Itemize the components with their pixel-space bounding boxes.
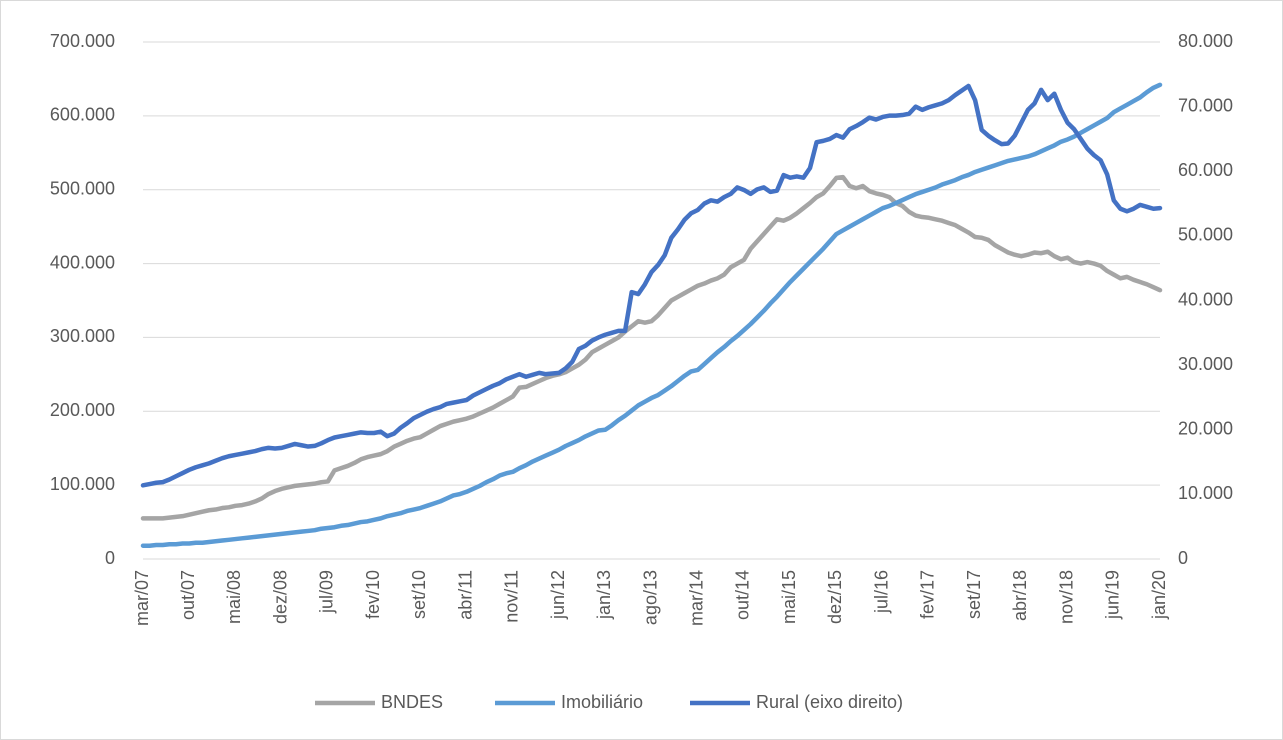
- y2-tick-label: 30.000: [1178, 354, 1233, 374]
- series-line: [140, 82, 1163, 548]
- x-tick-label: out/07: [178, 570, 198, 620]
- x-tick-label: nov/18: [1056, 570, 1076, 624]
- series-line: [140, 174, 1163, 521]
- x-tick-label: mai/15: [779, 570, 799, 624]
- y2-tick-label: 0: [1178, 548, 1188, 568]
- legend-label: BNDES: [381, 692, 443, 712]
- y-tick-label: 700.000: [50, 31, 115, 51]
- y2-tick-label: 10.000: [1178, 483, 1233, 503]
- x-tick-label: dez/15: [825, 570, 845, 624]
- x-tick-label: abr/18: [1010, 570, 1030, 621]
- series-line: [140, 83, 1163, 488]
- y-tick-label: 300.000: [50, 326, 115, 346]
- y2-tick-label: 20.000: [1178, 419, 1233, 439]
- legend-label: Imobiliário: [561, 692, 643, 712]
- y-tick-label: 500.000: [50, 178, 115, 198]
- x-tick-label: mai/08: [224, 570, 244, 624]
- x-tick-label: set/17: [964, 570, 984, 619]
- x-tick-label: ago/13: [640, 570, 660, 625]
- y-tick-label: 0: [105, 548, 115, 568]
- y-tick-label: 600.000: [50, 105, 115, 125]
- x-tick-label: mar/07: [132, 570, 152, 626]
- x-tick-label: jul/16: [871, 570, 891, 614]
- y-tick-label: 400.000: [50, 252, 115, 272]
- x-tick-label: set/10: [409, 570, 429, 619]
- x-tick-label: jun/12: [548, 570, 568, 620]
- y2-tick-label: 40.000: [1178, 289, 1233, 309]
- x-tick-label: jul/09: [317, 570, 337, 614]
- y-tick-label: 200.000: [50, 400, 115, 420]
- x-tick-label: jan/13: [594, 570, 614, 620]
- x-tick-label: mar/14: [686, 570, 706, 626]
- legend-label: Rural (eixo direito): [756, 692, 903, 712]
- x-tick-label: nov/11: [502, 570, 522, 623]
- x-tick-label: out/14: [733, 570, 753, 620]
- x-tick-label: fev/17: [918, 570, 938, 619]
- x-tick-label: abr/11: [455, 570, 475, 620]
- x-tick-label: dez/08: [270, 570, 290, 624]
- y2-tick-label: 80.000: [1178, 31, 1233, 51]
- x-tick-label: jan/20: [1149, 570, 1169, 620]
- y2-tick-label: 50.000: [1178, 225, 1233, 245]
- y2-tick-label: 60.000: [1178, 160, 1233, 180]
- y-tick-label: 100.000: [50, 474, 115, 494]
- x-tick-label: fev/10: [363, 570, 383, 619]
- y2-tick-label: 70.000: [1178, 95, 1233, 115]
- x-tick-label: jun/19: [1103, 570, 1123, 620]
